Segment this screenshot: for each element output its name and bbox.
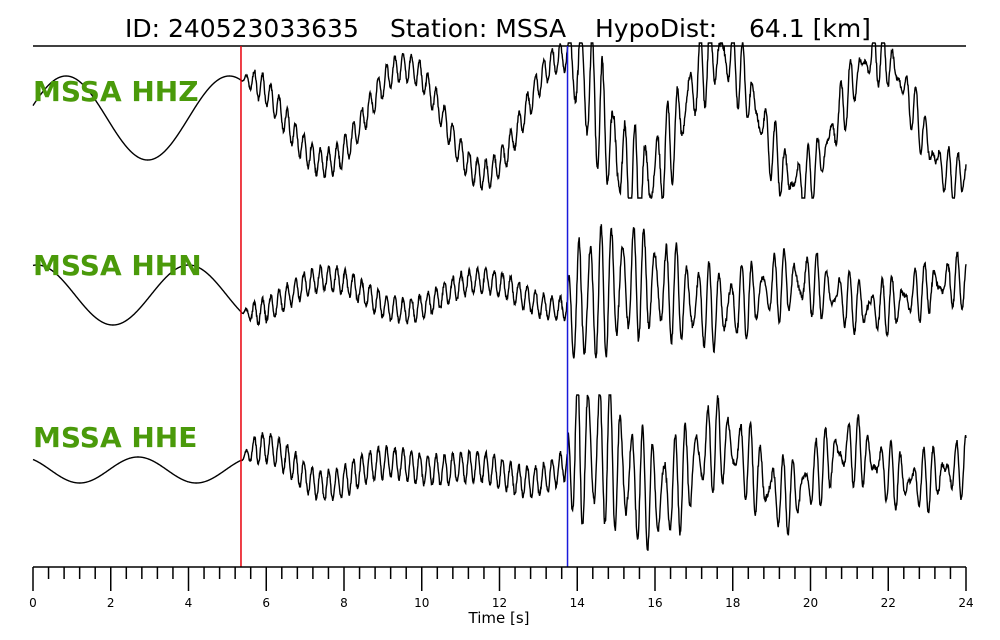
x-tick-label: 0 — [29, 596, 37, 610]
x-tick-label: 20 — [803, 596, 818, 610]
event-id-title: ID: 240523033635 — [125, 14, 359, 43]
hypodist-title: HypoDist: 64.1 [km] — [595, 14, 871, 43]
station-title: Station: MSSA — [390, 14, 566, 43]
trace-label-hhe: MSSA HHE — [33, 421, 197, 454]
trace-label-hhn: MSSA HHN — [33, 249, 202, 282]
x-tick-label: 4 — [185, 596, 193, 610]
x-tick-label: 18 — [725, 596, 740, 610]
x-tick-label: 2 — [107, 596, 115, 610]
waveform-trace-hhz — [32, 42, 967, 199]
x-tick-label: 16 — [647, 596, 662, 610]
x-tick-label: 24 — [958, 596, 973, 610]
x-axis-label: Time [s] — [468, 609, 530, 627]
waveform-trace-hhe — [32, 394, 967, 551]
trace-label-hhz: MSSA HHZ — [33, 75, 199, 108]
x-tick-label: 10 — [414, 596, 429, 610]
phase-picks — [240, 46, 569, 567]
x-tick-label: 6 — [262, 596, 270, 610]
x-tick-label: 22 — [881, 596, 896, 610]
x-tick-label: 12 — [492, 596, 507, 610]
trace-group — [32, 42, 967, 551]
x-tick-label: 14 — [570, 596, 585, 610]
x-axis: 0 2 4 6 8 10 12 14 16 18 20 22 24 — [29, 566, 974, 610]
waveform-trace-hhn — [32, 224, 967, 359]
x-tick-label: 8 — [340, 596, 348, 610]
